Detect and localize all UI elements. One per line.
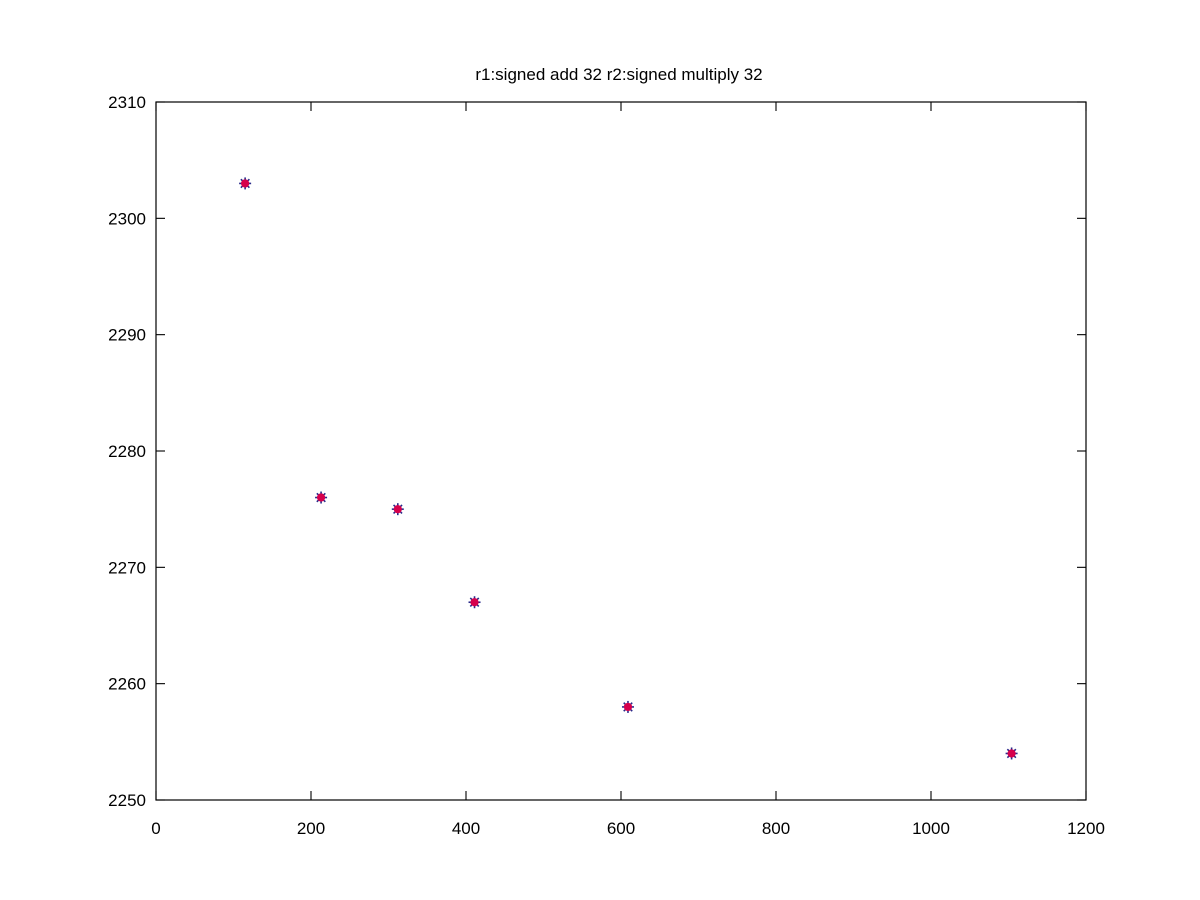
data-points (239, 177, 1018, 760)
y-tick-label: 2300 (108, 209, 146, 228)
y-tick-label: 2260 (108, 675, 146, 694)
circle-marker (241, 179, 250, 188)
x-tick-label: 800 (762, 819, 790, 838)
x-tick-label: 0 (151, 819, 160, 838)
plot-frame (155, 101, 1087, 801)
x-tick-label: 400 (452, 819, 480, 838)
chart-title: r1:signed add 32 r2:signed multiply 32 (475, 65, 762, 84)
y-tick-label: 2290 (108, 326, 146, 345)
circle-marker (1007, 749, 1016, 758)
x-tick-label: 200 (297, 819, 325, 838)
circle-marker (470, 598, 479, 607)
y-tick-label: 2250 (108, 791, 146, 810)
axes (155, 101, 1087, 801)
y-tick-label: 2270 (108, 558, 146, 577)
circle-marker (623, 702, 633, 712)
axis-ticks: 0 200 400 600 800 1000 1200 2250 2260 2270 2280 229… (108, 93, 1105, 838)
circle-marker (316, 493, 326, 502)
x-tick-label: 1000 (912, 819, 950, 838)
y-tick-label: 2280 (108, 442, 146, 461)
y-tick-label: 2310 (108, 93, 146, 112)
circle-marker (393, 505, 402, 514)
x-tick-label: 1200 (1067, 819, 1105, 838)
x-tick-label: 600 (607, 819, 635, 838)
